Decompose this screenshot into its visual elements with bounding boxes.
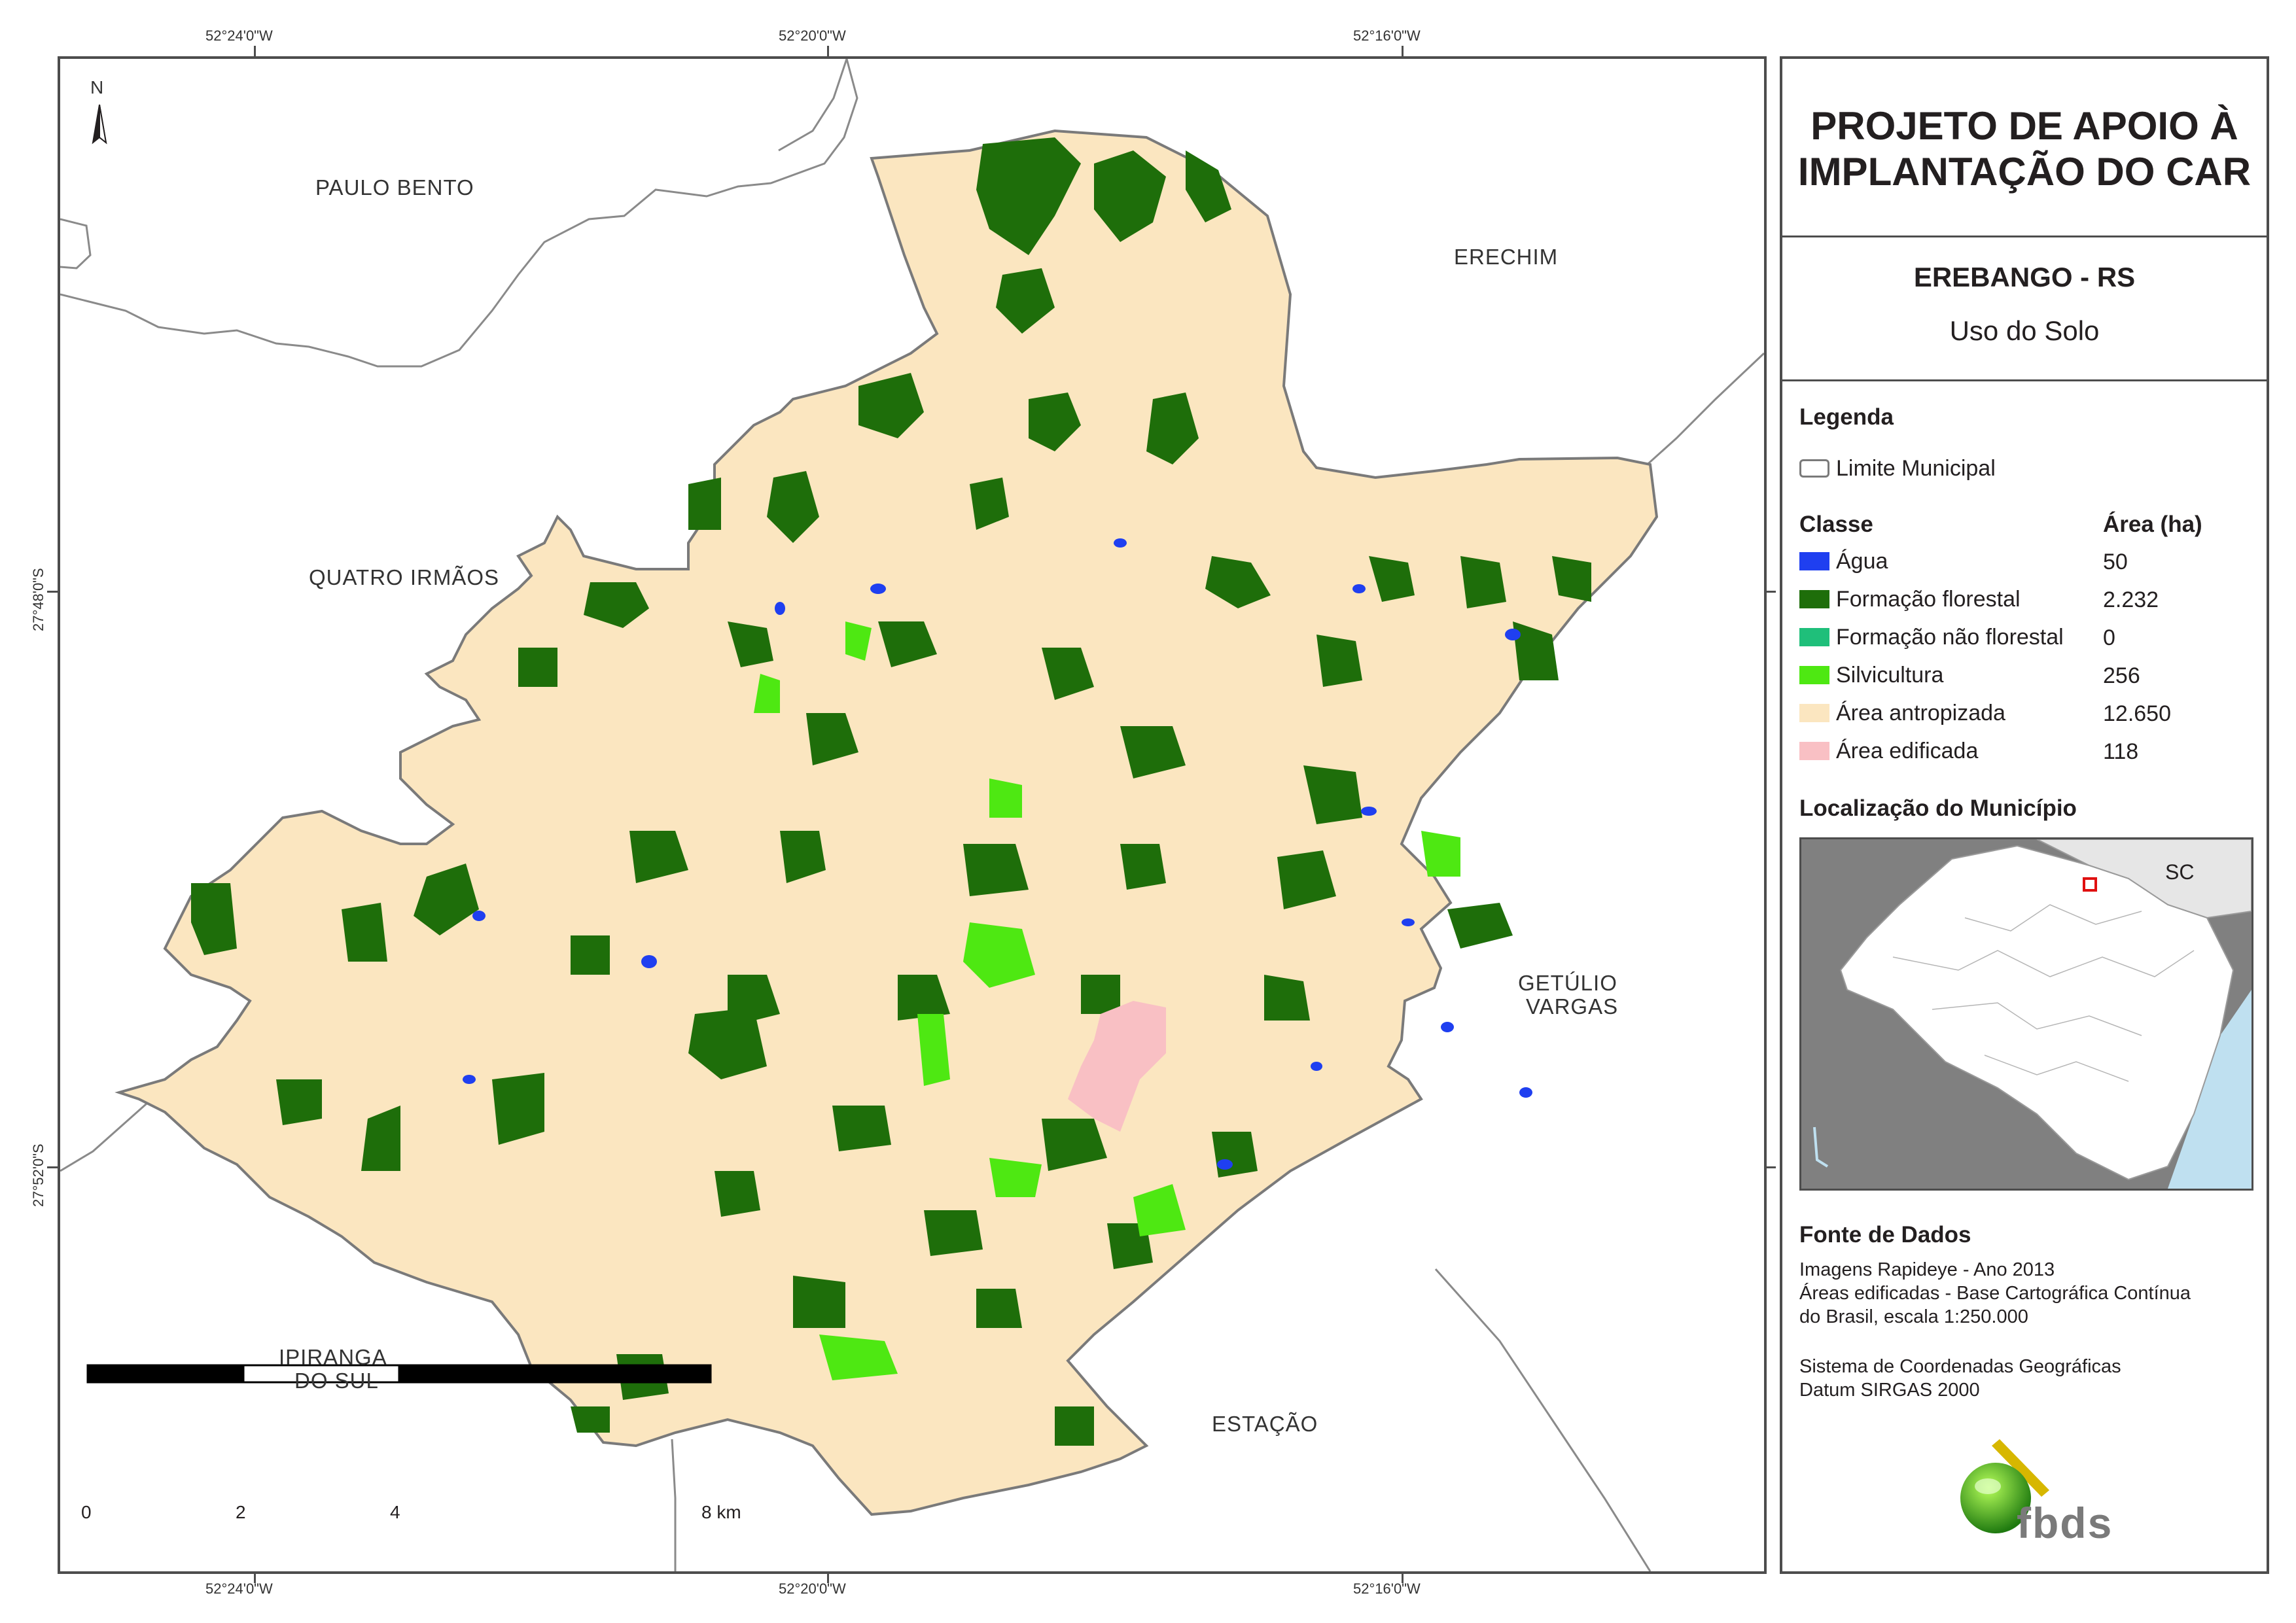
legend-label: Formação não florestal: [1836, 624, 2064, 650]
crs-line-1: Sistema de Coordenadas Geográficas: [1799, 1356, 2121, 1377]
area-heading: Área (ha): [2103, 512, 2202, 537]
legend-area-silvicultura: 256: [2103, 663, 2140, 688]
legend-label: Silvicultura: [1836, 662, 1944, 688]
legend-area-area-edificada: 118: [2103, 739, 2139, 764]
panel-divider-2: [1782, 379, 2267, 381]
coord-bottom-3: 52°16'0"W: [1353, 1580, 1421, 1597]
formacao-nao-florestal-swatch: [1799, 628, 1829, 646]
coord-top-3: 52°16'0"W: [1353, 27, 1421, 44]
coord-top-2: 52°20'0"W: [779, 27, 846, 44]
legend-label: Área edificada: [1836, 738, 1979, 763]
crs-line-2: Datum SIRGAS 2000: [1799, 1380, 1980, 1401]
coord-bottom-1: 52°24'0"W: [205, 1580, 273, 1597]
place-quatro-irmaos: QUATRO IRMÃOS: [309, 565, 500, 589]
map-theme: Uso do Solo: [1949, 315, 2100, 346]
legend-area-agua: 50: [2103, 550, 2128, 574]
place-estacao: ESTAÇÃO: [1212, 1412, 1318, 1436]
panel-divider-1: [1782, 236, 2267, 237]
tick-bottom-1: [254, 1574, 256, 1583]
fbds-logo-mark: [1960, 1439, 2049, 1533]
legend-item-area-edificada: Área edificada: [1799, 738, 1978, 764]
legend-item-silvicultura: Silvicultura: [1799, 662, 1943, 688]
tick-bottom-3: [1402, 1574, 1404, 1583]
source-line-2: Áreas edificadas - Base Cartográfica Con…: [1799, 1283, 2191, 1304]
tick-top-1: [254, 46, 256, 56]
source-heading: Fonte de Dados: [1799, 1222, 1971, 1248]
legend-label: Água: [1836, 548, 1888, 574]
legend-boundary: Limite Municipal: [1799, 455, 1996, 481]
locator-inset-svg: [1801, 839, 2252, 1189]
inset-label-sc: SC: [2165, 860, 2195, 884]
agua-swatch: [1799, 552, 1829, 570]
scale-label-0: 0: [81, 1502, 92, 1522]
coord-top-1: 52°24'0"W: [205, 27, 273, 44]
project-title-line1: PROJETO DE APOIO À: [1810, 104, 2238, 148]
coord-left-2: 27°52'0"S: [30, 1143, 46, 1207]
class-heading: Classe: [1799, 512, 1873, 537]
municipality-name: EREBANGO - RS: [1913, 262, 2136, 292]
tick-bottom-2: [827, 1574, 829, 1583]
municipality-locator-marker: [2083, 877, 2097, 892]
scale-label-8km: 8 km: [701, 1502, 741, 1522]
fbds-logo-text: fbds: [2017, 1499, 2113, 1547]
neighbor-boundaries: [60, 59, 1764, 1571]
area-antropizada-swatch: [1799, 704, 1829, 722]
legend-label: Formação florestal: [1836, 586, 2021, 612]
silvicultura-swatch: [1799, 666, 1829, 684]
fbds-logo: fbds: [1939, 1433, 2136, 1550]
tick-right-1: [1767, 591, 1776, 593]
map-frame[interactable]: N PAULO BENTO ERECHIM QUATRO IRMÃOS GETÚ…: [58, 56, 1767, 1574]
legend-heading: Legenda: [1799, 404, 1894, 430]
legend-area-area-antropizada: 12.650: [2103, 701, 2171, 726]
legend-area-formacao-nao-florestal: 0: [2103, 625, 2115, 650]
tick-right-2: [1767, 1166, 1776, 1168]
place-erechim: ERECHIM: [1454, 245, 1559, 269]
area-edificada-swatch: [1799, 742, 1829, 760]
tick-top-2: [827, 46, 829, 56]
tick-left-2: [47, 1166, 58, 1168]
legend-item-area-antropizada: Área antropizada: [1799, 700, 2005, 726]
place-getulio-vargas-line2: VARGAS: [1526, 994, 1619, 1019]
coord-bottom-2: 52°20'0"W: [779, 1580, 846, 1597]
north-label: N: [90, 77, 105, 97]
scale-bar: [86, 1364, 712, 1384]
location-heading: Localização do Município: [1799, 795, 2077, 821]
info-panel: PROJETO DE APOIO À IMPLANTAÇÃO DO CAR ER…: [1780, 56, 2269, 1574]
place-ipiranga-line2: DO SUL: [294, 1369, 379, 1393]
legend-label: Área antropizada: [1836, 700, 2005, 725]
place-ipiranga-line1: IPIRANGA: [279, 1345, 387, 1369]
source-line-1: Imagens Rapideye - Ano 2013: [1799, 1259, 2055, 1280]
locator-inset-map[interactable]: SC: [1799, 837, 2253, 1191]
source-line-3: do Brasil, escala 1:250.000: [1799, 1306, 2028, 1327]
place-paulo-bento: PAULO BENTO: [315, 175, 474, 200]
forest-patches: [191, 137, 1591, 1446]
scale-label-4: 4: [390, 1502, 400, 1522]
north-arrow-icon: [92, 104, 107, 145]
legend-item-formacao-florestal: Formação florestal: [1799, 586, 2021, 612]
scale-label-2: 2: [236, 1502, 246, 1522]
tick-left-1: [47, 591, 58, 593]
legend-item-formacao-nao-florestal: Formação não florestal: [1799, 624, 2064, 650]
silviculture-patches: [754, 621, 1460, 1380]
legend-item-agua: Água: [1799, 548, 1888, 574]
coord-left-1: 27°48'0"S: [30, 568, 46, 631]
project-title-line2: IMPLANTAÇÃO DO CAR: [1797, 150, 2252, 194]
tick-top-3: [1402, 46, 1404, 56]
formacao-florestal-swatch: [1799, 590, 1829, 608]
legend-area-formacao-florestal: 2.232: [2103, 587, 2159, 612]
land-use-map[interactable]: [60, 59, 1764, 1571]
place-getulio-vargas-line1: GETÚLIO: [1518, 971, 1617, 995]
rio-grande-do-sul-shape: [1839, 845, 2234, 1181]
municipality-boundary: [115, 129, 1659, 1516]
built-up-area: [1068, 1001, 1166, 1132]
boundary-label: Limite Municipal: [1836, 455, 1996, 481]
boundary-swatch: [1799, 459, 1829, 478]
